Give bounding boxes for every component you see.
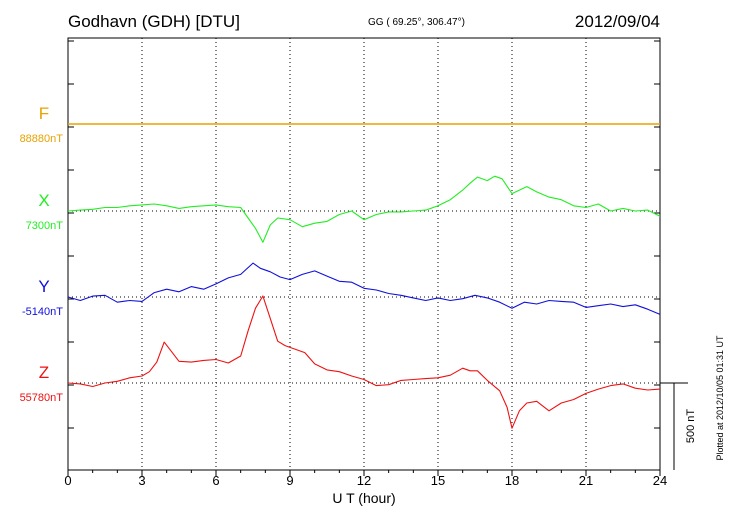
x-tick-label-9: 9	[286, 473, 293, 488]
station-coordinates: GG ( 69.25°, 306.47°)	[368, 17, 465, 28]
x-tick-label-24: 24	[653, 473, 667, 488]
grid-lines	[68, 38, 660, 470]
channel-name-F: F	[39, 104, 49, 123]
channel-baseline-F: 88880nT	[20, 133, 64, 145]
x-tick-label-15: 15	[431, 473, 445, 488]
x-tick-label-18: 18	[505, 473, 519, 488]
series-line-X	[67, 175, 661, 243]
channel-labels: F 88880nT X 7300nT Y -5140nT Z 55780nT	[20, 104, 64, 404]
axis-ticks: 0 3 6 9 12 15 18 21 24	[64, 40, 667, 488]
date-label: 2012/09/04	[574, 12, 660, 31]
series-line-Y	[67, 262, 661, 315]
channel-baseline-Y: -5140nT	[22, 306, 63, 318]
channel-name-Y: Y	[38, 277, 49, 296]
x-axis-label: U T (hour)	[332, 490, 395, 506]
channel-name-Z: Z	[39, 363, 49, 382]
x-tick-label-21: 21	[579, 473, 593, 488]
series-layer	[67, 123, 661, 429]
station-title: Godhavn (GDH) [DTU]	[68, 12, 240, 31]
scale-bar-label: 500 nT	[685, 409, 697, 444]
x-tick-label-3: 3	[138, 473, 145, 488]
channel-baseline-Z: 55780nT	[20, 392, 64, 404]
channel-name-X: X	[38, 191, 49, 210]
channel-baseline-X: 7300nT	[26, 220, 64, 232]
x-tick-label-12: 12	[357, 473, 371, 488]
series-line-Z	[67, 295, 661, 429]
plotted-timestamp: Plotted at 2012/10/05 01:31 UT	[715, 335, 725, 461]
scale-bar: 500 nT	[660, 382, 697, 470]
x-tick-label-6: 6	[212, 473, 219, 488]
x-tick-label-0: 0	[64, 473, 71, 488]
